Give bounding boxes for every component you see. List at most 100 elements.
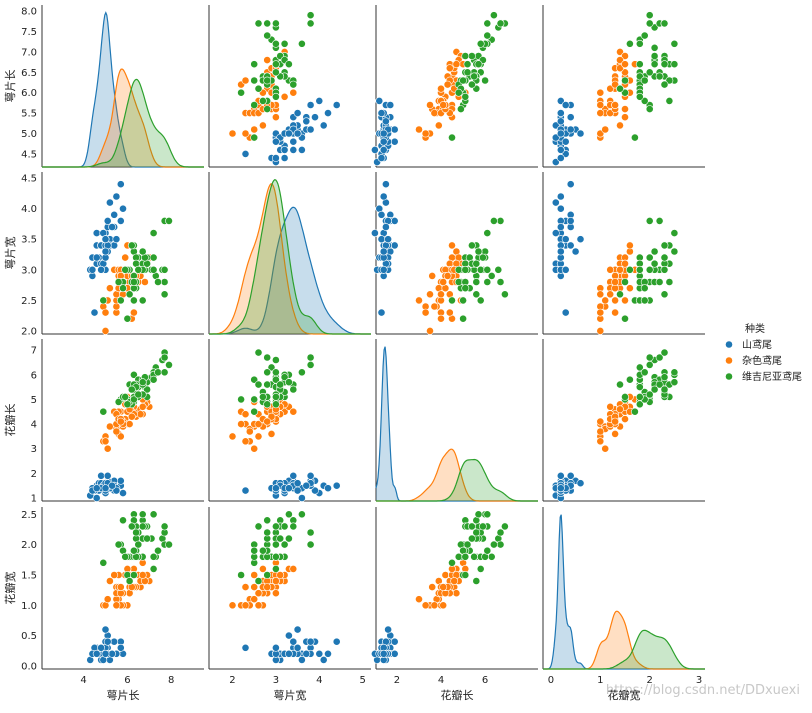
panel [208, 507, 371, 670]
x-tick-label: 0 [548, 675, 554, 686]
scatter-point [127, 522, 136, 531]
scatter-point [165, 360, 173, 369]
scatter-point [621, 105, 629, 113]
scatter-point [621, 278, 629, 286]
y-axis-label: 花瓣宽 [3, 572, 17, 605]
scatter-point [566, 471, 575, 480]
scatter-point [154, 546, 162, 555]
scatter-point [621, 392, 629, 401]
scatter-point [645, 360, 654, 369]
x-tick-label: 3 [273, 675, 279, 686]
scatter-point [306, 125, 315, 134]
scatter-point [566, 180, 575, 189]
kde-area [209, 183, 371, 334]
scatter-point [237, 88, 245, 97]
panel [41, 172, 204, 335]
scatter-point [263, 105, 272, 113]
scatter-point [254, 589, 263, 598]
scatter-point [119, 204, 127, 213]
scatter-point [421, 601, 430, 610]
scatter-point [377, 210, 386, 219]
scatter-point [640, 368, 649, 377]
scatter-point [596, 290, 605, 299]
scatter-point [138, 296, 147, 305]
kde-area [376, 449, 538, 501]
scatter-point [125, 420, 134, 428]
scatter-point [626, 375, 634, 384]
scatter-point [611, 278, 619, 286]
scatter-point [319, 121, 328, 130]
scatter-point [254, 380, 263, 389]
scatter-point [481, 76, 489, 85]
scatter-point [448, 241, 456, 250]
scatter-point [302, 117, 311, 126]
scatter-point [116, 643, 125, 652]
scatter-point [379, 137, 388, 146]
scatter-point [250, 571, 259, 579]
scatter-point [596, 417, 605, 426]
scatter-point [489, 540, 498, 549]
scatter-point [561, 235, 570, 244]
scatter-point [377, 235, 386, 244]
scatter-point [461, 92, 470, 101]
scatter-point [289, 385, 298, 394]
scatter-point [635, 92, 644, 101]
scatter-point [280, 154, 289, 162]
scatter-point [293, 109, 302, 117]
scatter-point [483, 510, 492, 519]
scatter-point [271, 39, 280, 48]
scatter-point [386, 101, 395, 109]
scatter-point [496, 278, 505, 286]
scatter-point [284, 631, 293, 640]
scatter-point [454, 88, 463, 97]
scatter-point [476, 565, 485, 573]
scatter-point [129, 546, 138, 555]
scatter-point [92, 484, 101, 493]
scatter-point [293, 643, 302, 652]
scatter-point [129, 571, 138, 579]
panel [370, 172, 538, 335]
scatter-point [138, 522, 147, 531]
scatter-point [650, 247, 659, 256]
scatter-point [616, 48, 624, 56]
scatter-point [90, 308, 99, 317]
scatter-point [472, 259, 481, 268]
scatter-point [621, 52, 629, 60]
x-tick-label: 3 [696, 675, 702, 686]
scatter-point [616, 84, 624, 93]
scatter-point [289, 407, 298, 416]
scatter-point [165, 216, 173, 225]
scatter-point [496, 540, 505, 549]
scatter-point [621, 259, 629, 268]
y-tick-label: 5 [31, 395, 37, 406]
scatter-point [379, 649, 388, 658]
scatter-point [670, 60, 679, 69]
scatter-point [258, 565, 267, 573]
scatter-point [136, 410, 145, 419]
scatter-point [121, 552, 130, 561]
scatter-point [108, 649, 116, 658]
scatter-point [626, 39, 634, 48]
scatter-point [311, 113, 319, 122]
scatter-point [384, 625, 392, 634]
scatter-point [377, 154, 386, 162]
scatter-point [289, 471, 298, 480]
scatter-point [439, 101, 448, 109]
scatter-point [263, 353, 272, 362]
y-tick-label: 0.0 [21, 661, 37, 672]
panel [542, 339, 705, 502]
scatter-point [384, 235, 392, 244]
scatter-point [129, 395, 138, 404]
scatter-point [302, 481, 311, 490]
scatter-point [324, 109, 332, 117]
scatter-point [437, 84, 445, 93]
scatter-point [129, 370, 138, 379]
scatter-point [106, 284, 114, 293]
scatter-point [101, 437, 110, 446]
y-tick-label: 7.5 [21, 27, 37, 38]
scatter-point [375, 97, 384, 105]
scatter-point [108, 223, 116, 231]
y-tick-label: 7.0 [21, 47, 37, 58]
scatter-point [467, 534, 476, 543]
y-tick-label: 2.0 [21, 540, 37, 551]
